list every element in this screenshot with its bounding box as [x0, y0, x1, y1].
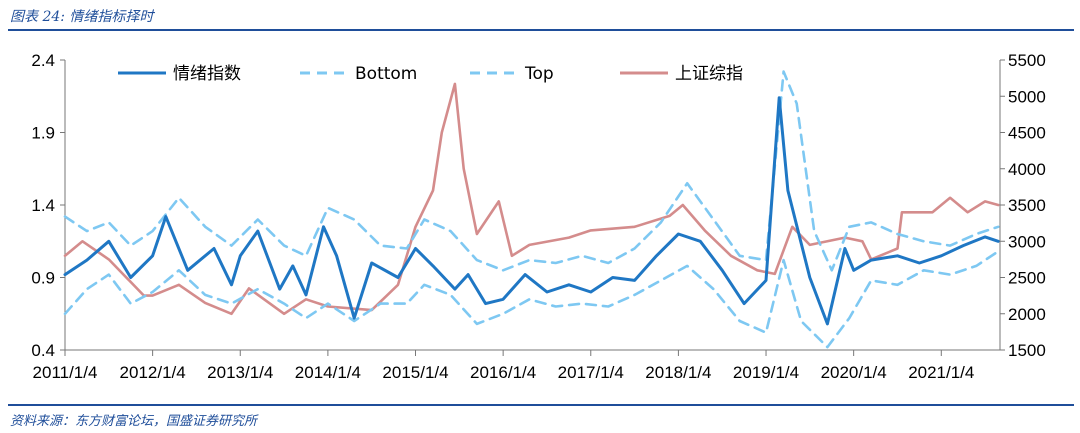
source-note: 资料来源：东方财富论坛，国盛证券研究所: [10, 414, 258, 429]
series-line-1: [63, 250, 1000, 349]
x-tick-label: 2020/1/4: [821, 363, 887, 382]
x-tick-label: 2019/1/4: [733, 363, 799, 382]
right-tick-label: 4500: [1008, 124, 1046, 143]
series-lines: [63, 70, 1000, 349]
legend: 情绪指数 Bottom Top 上证综指: [118, 64, 743, 84]
right-tick-label: 1500: [1008, 341, 1046, 360]
right-tick-label: 5000: [1008, 87, 1046, 106]
x-tick-label: 2011/1/4: [33, 363, 98, 382]
x-tick-label: 2013/1/4: [207, 363, 273, 382]
left-tick-label: 0.4: [31, 341, 55, 360]
axes: 0.4 0.9 1.4 1.9 2.4 1500 2000 2500 3000 3500 4000 4…: [31, 51, 1045, 382]
right-tick-label: 2500: [1008, 269, 1046, 288]
x-tick-label: 2014/1/4: [295, 363, 361, 382]
legend-label-1: Bottom: [355, 64, 417, 84]
x-tick-label: 2012/1/4: [120, 363, 186, 382]
right-tick-label: 3500: [1008, 196, 1046, 215]
x-tick-label: 2017/1/4: [558, 363, 624, 382]
right-tick-label: 3000: [1008, 232, 1046, 251]
series-line-2: [63, 70, 1000, 272]
right-tick-label: 4000: [1008, 160, 1046, 179]
top-rule: [8, 29, 1074, 31]
left-tick-label: 1.4: [31, 196, 55, 215]
legend-label-0: 情绪指数: [173, 64, 241, 84]
left-tick-label: 0.9: [31, 269, 55, 288]
bottom-rule: [8, 404, 1074, 406]
x-tick-label: 2018/1/4: [645, 363, 711, 382]
legend-label-2: Top: [524, 64, 554, 84]
series-line-0: [63, 96, 1000, 326]
series-line-3: [63, 82, 1000, 316]
right-tick-label: 2000: [1008, 305, 1046, 324]
left-tick-label: 2.4: [31, 51, 55, 70]
legend-label-3: 上证综指: [675, 64, 743, 84]
left-tick-label: 1.9: [31, 124, 55, 143]
right-tick-label: 5500: [1008, 51, 1046, 70]
x-tick-label: 2015/1/4: [382, 363, 448, 382]
x-tick-label: 2021/1/4: [908, 363, 974, 382]
figure-title: 图表 24: 情绪指标择时: [10, 9, 154, 25]
x-tick-label: 2016/1/4: [470, 363, 536, 382]
